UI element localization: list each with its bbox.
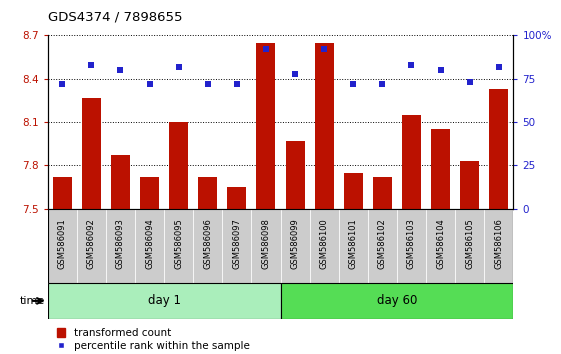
Bar	[368, 209, 397, 283]
Point	[87, 62, 96, 68]
Text: GSM586100: GSM586100	[320, 218, 329, 269]
Bar	[48, 209, 77, 283]
Text: GSM586094: GSM586094	[145, 218, 154, 269]
Bar	[251, 209, 280, 283]
Legend: transformed count, percentile rank within the sample: transformed count, percentile rank withi…	[53, 324, 254, 354]
Bar	[484, 209, 513, 283]
Point	[291, 71, 300, 76]
Point	[174, 64, 183, 69]
Bar	[397, 209, 426, 283]
Bar	[82, 98, 101, 209]
Point	[378, 81, 387, 87]
Point	[407, 62, 416, 68]
Bar	[315, 42, 334, 209]
Bar	[431, 129, 450, 209]
Text: GSM586097: GSM586097	[232, 218, 241, 269]
Bar	[169, 122, 188, 209]
Point	[465, 79, 474, 85]
Text: time: time	[20, 296, 45, 306]
Point	[349, 81, 358, 87]
Bar	[460, 161, 479, 209]
Point	[203, 81, 212, 87]
Bar	[344, 173, 363, 209]
Text: GSM586104: GSM586104	[436, 218, 445, 269]
Text: GSM586095: GSM586095	[174, 218, 183, 269]
Bar	[77, 209, 106, 283]
Bar	[227, 187, 246, 209]
Point	[116, 67, 125, 73]
Bar	[286, 141, 305, 209]
Point	[494, 64, 503, 69]
Text: GSM586101: GSM586101	[349, 218, 358, 269]
Bar	[193, 209, 222, 283]
Text: GSM586103: GSM586103	[407, 218, 416, 269]
Point	[58, 81, 67, 87]
Text: GDS4374 / 7898655: GDS4374 / 7898655	[48, 11, 182, 24]
Text: GSM586106: GSM586106	[494, 218, 503, 269]
Text: GSM586102: GSM586102	[378, 218, 387, 269]
Bar	[106, 209, 135, 283]
Text: GSM586092: GSM586092	[87, 218, 96, 269]
Bar	[222, 209, 251, 283]
Point	[232, 81, 241, 87]
Bar	[280, 209, 310, 283]
Text: GSM586096: GSM586096	[203, 218, 212, 269]
Bar	[135, 209, 164, 283]
Text: GSM586105: GSM586105	[465, 218, 474, 269]
Bar	[373, 177, 392, 209]
Bar	[164, 209, 193, 283]
Bar	[280, 283, 513, 319]
Bar	[339, 209, 368, 283]
Point	[436, 67, 445, 73]
Text: GSM586098: GSM586098	[261, 218, 270, 269]
Bar	[48, 283, 280, 319]
Bar	[489, 89, 508, 209]
Point	[261, 46, 270, 52]
Bar	[111, 155, 130, 209]
Text: GSM586093: GSM586093	[116, 218, 125, 269]
Text: GSM586099: GSM586099	[291, 218, 300, 269]
Bar	[402, 115, 421, 209]
Bar	[310, 209, 339, 283]
Bar	[455, 209, 484, 283]
Bar	[256, 42, 275, 209]
Point	[145, 81, 154, 87]
Bar	[198, 177, 217, 209]
Point	[320, 46, 329, 52]
Bar	[53, 177, 72, 209]
Text: GSM586091: GSM586091	[58, 218, 67, 269]
Bar	[140, 177, 159, 209]
Text: day 1: day 1	[148, 295, 181, 307]
Text: day 60: day 60	[377, 295, 417, 307]
Bar	[426, 209, 455, 283]
